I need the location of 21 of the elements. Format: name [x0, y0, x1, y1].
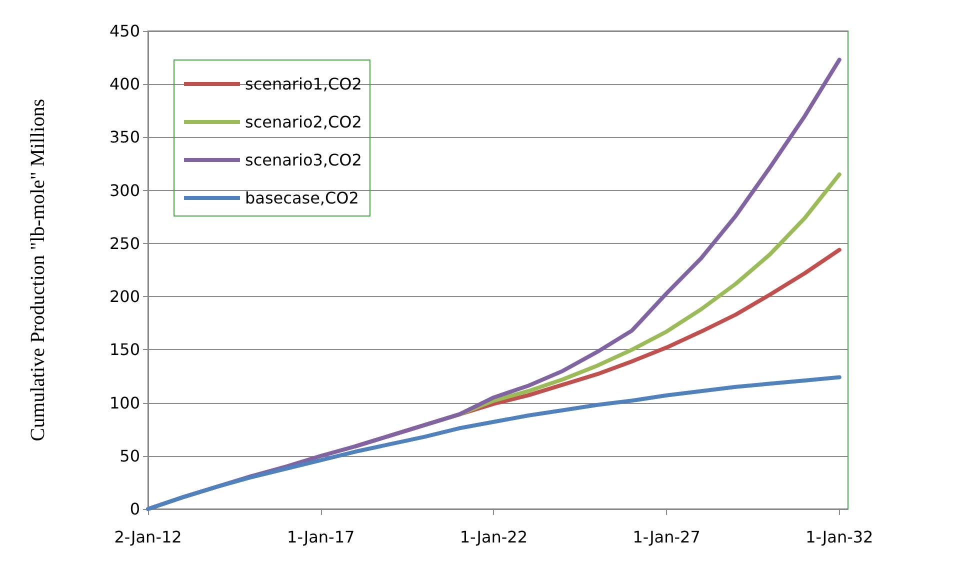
- y-tick-label: 450: [109, 22, 140, 40]
- y-tick-label: 400: [109, 74, 140, 94]
- x-tick-label: 1-Jan-22: [460, 528, 528, 546]
- y-axis-title: Cumulative Production "lb-mole" Millions: [27, 98, 49, 442]
- y-tick-label: 100: [109, 393, 140, 412]
- y-tick-label: 150: [109, 340, 140, 360]
- y-tick-label: 350: [109, 128, 140, 147]
- y-tick-label: 50: [120, 446, 140, 466]
- y-tick-label: 300: [109, 180, 140, 200]
- x-tick-label: 1-Jan-32: [806, 528, 874, 546]
- y-tick-label: 250: [109, 234, 140, 253]
- x-tick-label: 2-Jan-12: [114, 528, 182, 546]
- legend-label: scenario3,CO2: [245, 150, 362, 170]
- legend-label: basecase,CO2: [245, 188, 359, 208]
- x-tick-label: 1-Jan-27: [632, 528, 700, 546]
- x-tick-label: 1-Jan-17: [287, 528, 355, 546]
- legend-label: scenario1,CO2: [245, 74, 362, 94]
- y-tick-label: 0: [130, 500, 140, 518]
- y-tick-label: 200: [109, 287, 140, 306]
- legend-label: scenario2,CO2: [245, 112, 362, 132]
- line-series: [146, 375, 842, 511]
